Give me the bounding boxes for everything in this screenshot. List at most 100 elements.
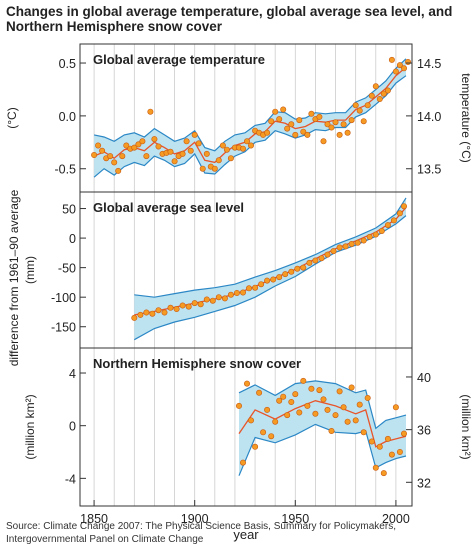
data-point [332,412,339,419]
data-point [384,87,391,94]
panel-title: Northern Hemisphere snow cover [93,356,301,371]
data-point [276,274,283,281]
data-point [252,443,259,450]
data-point [392,68,399,75]
data-point [272,108,279,115]
data-point [364,394,371,401]
data-point [147,108,154,115]
data-point [240,459,247,466]
data-point [380,470,387,477]
y2-axis-unit: (million km²) [459,394,473,459]
source-note: Source: Climate Change 2007: The Physica… [6,521,396,545]
data-point [264,406,271,413]
panel-title: Global average temperature [93,52,265,67]
data-point [276,397,283,404]
data-point [139,138,146,145]
data-point [211,165,218,172]
data-point [252,284,259,291]
y2-tick-label: 32 [417,476,431,490]
data-point [380,90,387,97]
data-point [384,222,391,229]
panel-frame [79,347,413,507]
data-point [264,129,271,136]
data-point [223,146,230,153]
data-point [197,301,204,308]
data-point [348,117,355,124]
data-point [244,380,251,387]
x-tick-label: 1950 [281,512,309,526]
data-point [209,297,216,304]
data-point [316,113,323,120]
data-point [344,129,351,136]
data-point [400,430,407,437]
data-point [396,448,403,455]
data-point [360,118,367,125]
data-point [288,398,295,405]
data-point [280,393,287,400]
y-tick-label: 4 [69,367,76,381]
data-point [320,138,327,145]
data-point [400,65,407,72]
data-point [296,409,303,416]
data-point [268,433,275,440]
data-point [404,58,411,65]
data-point [354,239,361,246]
data-point [312,257,319,264]
data-point [179,302,186,309]
data-point [284,412,291,419]
data-point [300,264,307,271]
data-point [149,310,156,317]
data-point [137,311,144,318]
data-point [308,110,315,117]
data-point [131,314,138,321]
chart-title: Changes in global average temperature, g… [6,4,453,34]
data-point [179,150,186,157]
x-axis-label: year [233,527,259,542]
data-point [330,248,337,255]
data-point [268,118,275,125]
data-point [288,268,295,275]
data-point [300,377,307,384]
data-point [332,119,339,126]
data-point [131,144,138,151]
data-point [360,237,367,244]
data-point [366,233,373,240]
data-point [400,203,407,210]
data-point [378,228,385,235]
data-point [227,155,234,162]
y2-tick-label: 14.0 [417,110,441,124]
data-point [324,251,331,258]
data-point [348,384,355,391]
data-point [328,124,335,131]
data-point [282,271,289,278]
data-point [336,131,343,138]
snow-cover-panel: Northern Hemisphere snow cover40-4403632… [23,347,473,507]
data-point [360,429,367,436]
data-point [151,136,158,143]
data-point [280,106,287,113]
data-point [99,147,106,154]
data-point [215,294,222,301]
data-point [372,231,379,238]
data-point [256,389,263,396]
data-point [304,402,311,409]
x-tick-label: 1900 [181,512,209,526]
data-point [95,142,102,149]
y-axis-unit: (mm) [23,256,37,284]
band-upper-line [238,380,407,430]
data-point [372,464,379,471]
data-point [388,451,395,458]
data-point [240,289,247,296]
data-point [318,255,325,262]
data-point [344,418,351,425]
data-point [392,404,399,411]
y-axis-unit: (million km²) [23,394,37,459]
data-point [292,391,299,398]
data-point [372,83,379,90]
data-point [185,303,192,310]
uncertainty-band [239,380,406,476]
data-point [91,152,98,159]
y-tick-label: -0.5 [54,163,76,177]
data-point [276,116,283,123]
data-point [336,388,343,395]
